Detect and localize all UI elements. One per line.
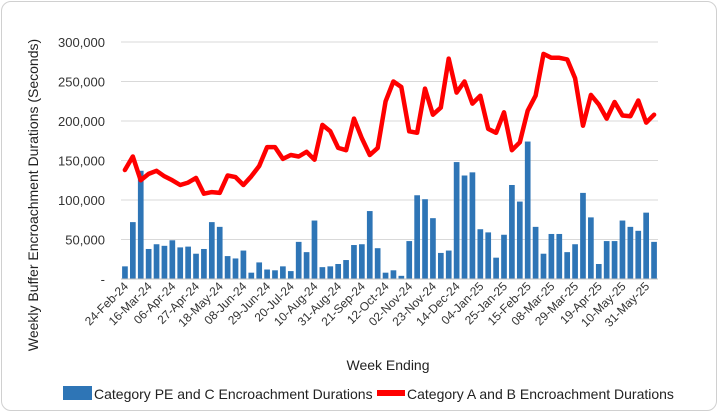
- bar: [398, 275, 405, 279]
- bar: [540, 253, 547, 279]
- bar: [248, 272, 255, 279]
- bar: [208, 222, 215, 279]
- bar: [153, 244, 160, 279]
- x-axis-title: Week Ending: [346, 357, 429, 373]
- bar: [382, 272, 389, 279]
- bar: [422, 199, 428, 279]
- bar: [359, 244, 365, 279]
- bar: [303, 252, 310, 279]
- bar: [611, 241, 618, 279]
- y-tick-label: 50,000: [65, 233, 105, 248]
- bar: [516, 201, 523, 279]
- bar: [390, 270, 397, 279]
- bar-series: [122, 141, 657, 279]
- bar: [461, 175, 468, 279]
- bar: [177, 247, 184, 279]
- bar: [469, 172, 476, 279]
- bar: [327, 266, 334, 279]
- y-tick-label: 250,000: [58, 75, 105, 90]
- bar: [374, 248, 381, 279]
- bar: [509, 184, 515, 279]
- bar: [343, 260, 349, 279]
- bar: [603, 241, 610, 279]
- bar: [272, 270, 278, 279]
- bar: [319, 267, 326, 279]
- gridlines: [121, 41, 658, 240]
- bar: [137, 170, 144, 279]
- line-series: [122, 51, 657, 196]
- bar: [145, 248, 152, 279]
- bar: [335, 263, 342, 279]
- bar: [651, 241, 657, 279]
- legend-swatch-bar: [63, 386, 92, 400]
- bar: [311, 220, 318, 279]
- bar: [643, 212, 649, 279]
- bar: [627, 226, 634, 279]
- bar: [453, 162, 460, 279]
- bar: [548, 233, 555, 279]
- x-axis-tick-labels: 24-Feb-2416-Mar-2406-Apr-2427-Apr-2418-M…: [82, 279, 652, 330]
- bar: [493, 257, 499, 279]
- bar: [185, 246, 191, 279]
- bar: [572, 244, 578, 279]
- bar: [287, 271, 294, 279]
- bar: [295, 241, 302, 279]
- bar: [161, 245, 168, 279]
- bar: [122, 266, 128, 279]
- bar: [430, 218, 436, 279]
- bar: [264, 269, 270, 279]
- bar: [532, 226, 539, 279]
- bar: [366, 211, 373, 279]
- bar: [501, 234, 507, 279]
- bar: [232, 258, 239, 279]
- legend-label-line: Category A and B Encroachment Durations: [407, 386, 674, 402]
- bar: [556, 233, 563, 279]
- bar: [406, 241, 413, 279]
- bar: [256, 262, 263, 279]
- y-tick-label: 150,000: [58, 154, 105, 169]
- bar: [240, 250, 247, 279]
- y-axis-title: Weekly Buffer Encroachment Durations (Se…: [25, 39, 41, 351]
- bar: [193, 253, 199, 279]
- series-line: [122, 51, 657, 196]
- bar: [414, 195, 420, 279]
- y-tick-label: 200,000: [58, 114, 105, 129]
- y-tick-label: 300,000: [58, 35, 105, 50]
- bar: [130, 222, 136, 279]
- bar: [445, 250, 452, 279]
- bar: [588, 217, 594, 279]
- bar: [280, 266, 286, 279]
- bar: [351, 245, 357, 279]
- y-axis-tick-labels: - 50,000 100,000 150,000 200,000 250,000 300,0…: [58, 35, 105, 287]
- bar: [619, 220, 626, 279]
- bar: [477, 229, 484, 279]
- bar: [580, 192, 586, 279]
- legend-label-bar: Category PE and C Encroachment Durations: [94, 386, 373, 402]
- bar: [595, 263, 602, 279]
- y-tick-label: 100,000: [58, 193, 105, 208]
- bar: [201, 248, 207, 279]
- y-tick-label: -: [101, 272, 105, 287]
- bar: [216, 226, 223, 279]
- bar: [564, 252, 571, 279]
- legend: Category PE and C Encroachment Durations…: [63, 386, 674, 402]
- bar: [635, 230, 642, 279]
- bar: [524, 141, 531, 279]
- bar: [485, 232, 492, 279]
- bar: [437, 252, 444, 279]
- bar: [224, 256, 231, 279]
- bar: [169, 240, 176, 279]
